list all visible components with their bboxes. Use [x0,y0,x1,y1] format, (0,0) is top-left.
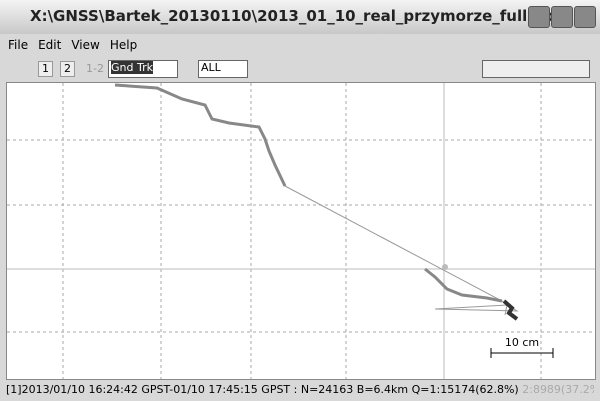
plot-area: 10 cm [6,82,596,380]
scale-label: 10 cm [505,336,539,349]
track [284,185,519,316]
menu-item[interactable]: View [71,38,100,52]
status-bar: [1]2013/01/10 16:24:42 GPST-01/10 17:45:… [6,381,594,401]
minimize-button[interactable] [528,6,550,28]
menu-item[interactable]: Edit [38,38,62,52]
toolbar-button[interactable]: 1-2 [86,62,104,75]
title-bar: X:\GNSS\Bartek_20130110\2013_01_10_real_… [0,0,600,34]
plot-type-value: Gnd Trk [111,61,153,74]
track [502,299,519,321]
status-q2: 2:8989(37.2%) [522,383,594,396]
menu-bar: File Edit View Help [0,36,600,56]
time-scrollbar[interactable] [482,60,590,78]
toolbar-button[interactable]: 2 [60,61,75,77]
track [114,83,287,187]
menu-item[interactable]: File [8,38,29,52]
toolbar: 1 2 1-2 Gnd Trk ALL [0,57,600,81]
window-title: X:\GNSS\Bartek_20130110\2013_01_10_real_… [30,7,563,25]
origin-marker [442,264,448,270]
maximize-button[interactable] [551,6,573,28]
status-text: [1]2013/01/10 16:24:42 GPST-01/10 17:45:… [6,383,519,396]
grid [7,83,595,379]
toolbar-button[interactable]: 1 [38,61,53,77]
satellite-select[interactable]: ALL [198,60,248,78]
menu-item[interactable]: Help [109,38,138,52]
center-axes [7,83,595,379]
close-button[interactable] [574,6,596,28]
plot-type-select[interactable]: Gnd Trk [108,60,178,78]
track [424,267,503,303]
scale-bar [490,348,554,358]
